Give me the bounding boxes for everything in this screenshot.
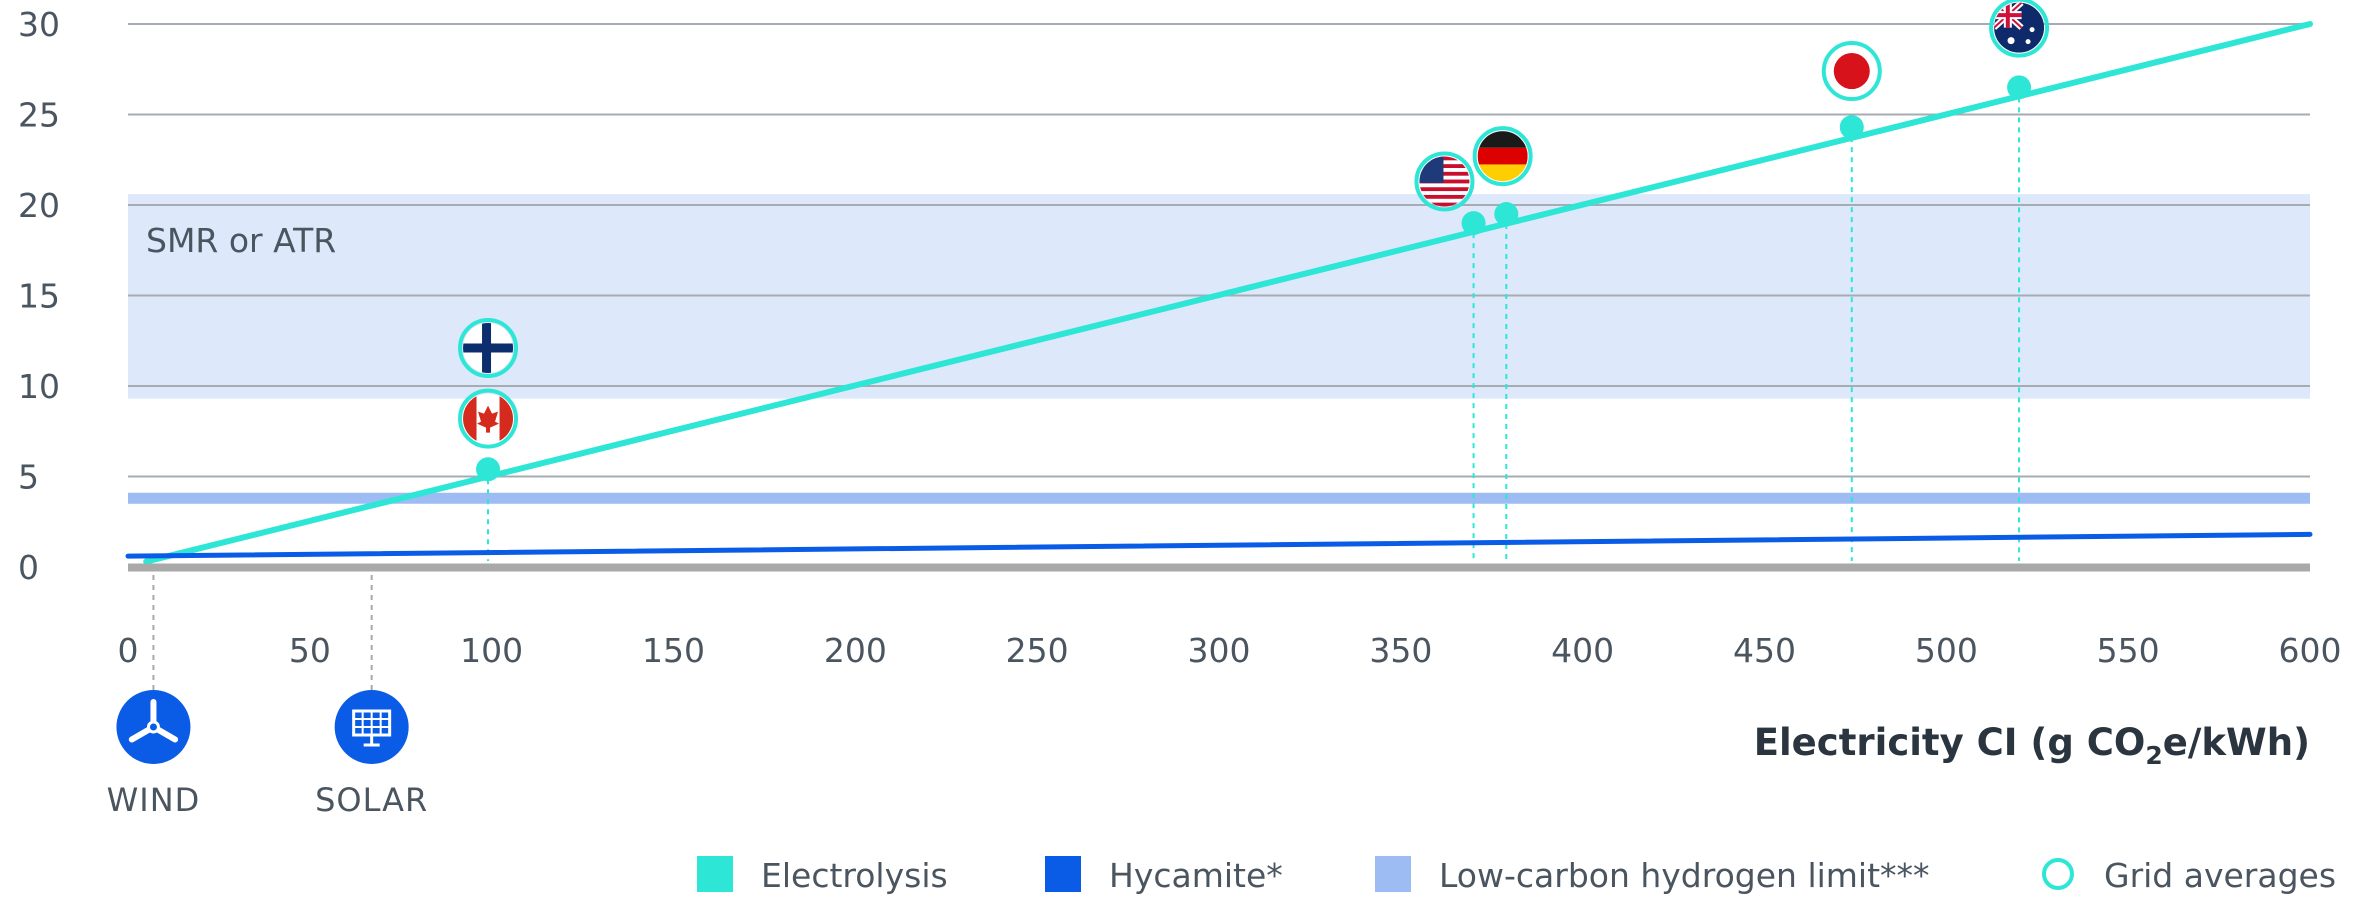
x-tick-label: 550 — [2097, 631, 2160, 670]
y-tick-label: 10 — [18, 367, 60, 406]
legend-label: Low-carbon hydrogen limit*** — [1439, 856, 1930, 895]
legend-swatch — [697, 856, 733, 892]
legend-label: Electrolysis — [761, 856, 948, 895]
flag-ring — [458, 317, 519, 378]
x-tick-label: 450 — [1733, 631, 1796, 670]
flag-ring — [1414, 151, 1475, 212]
x-tick-label: 150 — [642, 631, 705, 670]
x-tick-label: 250 — [1006, 631, 1069, 670]
x-axis-title: Electricity CI (g CO2e/kWh) — [1754, 721, 2310, 770]
legend: Electrolysis Hycamite* Low-carbon hydrogen… — [697, 856, 2336, 895]
x-tick-label: 350 — [1369, 631, 1432, 670]
series-lines — [125, 21, 2313, 565]
grid-average-point — [476, 457, 501, 482]
x-tick-label: 400 — [1551, 631, 1614, 670]
y-tick-label: 20 — [18, 186, 60, 225]
source-label-wind: WIND — [107, 781, 201, 819]
finland-flag-icon — [458, 317, 519, 378]
x-tick-label: 300 — [1188, 631, 1251, 670]
x-axis-title-layer: Electricity CI (g CO2e/kWh) — [1754, 721, 2310, 770]
grid-average-points — [476, 75, 2032, 482]
country-flags — [458, 0, 2050, 449]
energy-sources: WIND SOLAR — [107, 575, 428, 819]
smr-atr-band-label: SMR or ATR — [146, 221, 336, 260]
legend-swatch — [2042, 858, 2074, 890]
grid-average-point — [2007, 75, 2032, 100]
legend-item-electrolysis: Electrolysis — [697, 856, 948, 895]
x-tick-label: 50 — [289, 631, 331, 670]
drop-lines — [487, 87, 2021, 561]
y-tick-label: 25 — [18, 96, 60, 135]
series-line-hycamite — [125, 531, 2313, 559]
wind-turbine-icon — [116, 690, 191, 764]
source-label-solar: SOLAR — [315, 781, 428, 819]
flag-ring — [458, 388, 519, 449]
flag-ring — [1989, 0, 2050, 58]
flag-ring — [1472, 126, 1533, 187]
y-tick-label: 0 — [18, 548, 39, 587]
grid-average-point — [1494, 202, 1519, 227]
legend-label: Grid averages — [2104, 856, 2336, 895]
usa-flag-icon — [1414, 151, 1475, 212]
x-tick-label: 100 — [460, 631, 523, 670]
grid-average-point — [1839, 115, 1864, 140]
grid-average-point — [1461, 211, 1486, 236]
legend-swatch — [1045, 856, 1081, 892]
flag-ring — [1821, 41, 1882, 102]
y-tick-label: 30 — [18, 5, 60, 44]
legend-label: Hycamite* — [1109, 856, 1283, 895]
y-tick-label: 5 — [18, 458, 39, 497]
legend-swatch — [1375, 856, 1411, 892]
legend-item-low-carbon-hydrogen-limit: Low-carbon hydrogen limit*** — [1375, 856, 1930, 895]
canada-flag-icon — [458, 388, 519, 449]
y-tick-label: 15 — [18, 277, 60, 316]
series-line-electrolysis — [143, 21, 2313, 565]
japan-flag-icon — [1821, 41, 1882, 102]
x-tick-label: 600 — [2279, 631, 2342, 670]
solar-panel-icon — [334, 690, 409, 764]
australia-flag-icon — [1989, 0, 2050, 58]
x-tick-label: 200 — [824, 631, 887, 670]
x-tick-label: 500 — [1915, 631, 1978, 670]
legend-item-grid-averages: Grid averages — [2042, 856, 2336, 895]
x-tick-label: 0 — [118, 631, 139, 670]
germany-flag-icon — [1472, 126, 1533, 187]
legend-item-hycamite: Hycamite* — [1045, 856, 1283, 895]
